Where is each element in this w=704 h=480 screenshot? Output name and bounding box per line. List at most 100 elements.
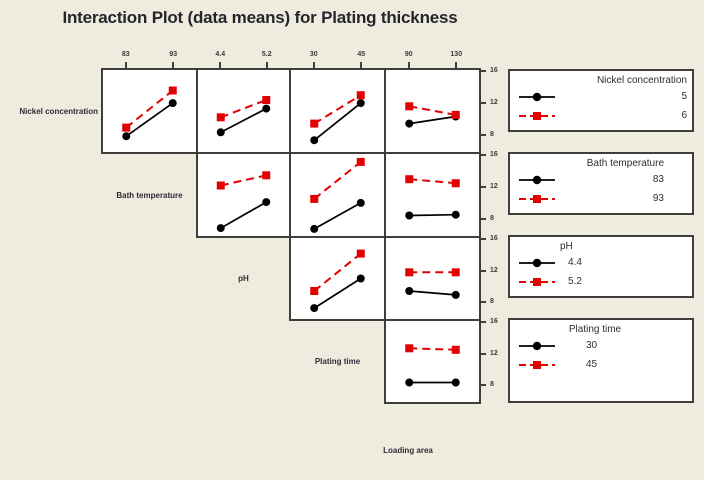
- panel-bath-temperature-x-ph: [196, 152, 291, 238]
- y-tick-label: 12: [490, 266, 498, 274]
- x-tick-label: 45: [357, 51, 366, 58]
- chart-title: Interaction Plot (data means) for Platin…: [62, 8, 458, 27]
- panel-nickel-concentration-x-loading-area: [384, 68, 481, 154]
- y-tick-mark: [480, 153, 486, 156]
- red-square-dashed-line-icon: [518, 190, 556, 208]
- black-circle-line-icon: [518, 337, 556, 355]
- panel-canvas: [405, 102, 460, 128]
- legend-ph: pH 4.4 5.2: [508, 235, 694, 298]
- legend-item: 6: [510, 106, 692, 125]
- x-tick-label: 5.2: [261, 51, 272, 58]
- panel-ph-x-plating-time: [289, 236, 386, 321]
- legend-item: 45: [510, 355, 692, 374]
- black-circle-line-icon: [518, 171, 556, 189]
- y-tick-mark: [480, 352, 486, 355]
- x-tick-mark: [455, 62, 458, 69]
- y-tick-mark: [480, 218, 486, 221]
- y-tick-label: 8: [490, 131, 494, 139]
- legend-level-label: 83: [652, 174, 664, 185]
- y-tick-mark: [480, 69, 486, 72]
- y-tick-mark: [480, 237, 486, 240]
- legend-plating-time: Plating time 30 45: [508, 318, 694, 403]
- y-tick-label: 16: [490, 234, 498, 242]
- legend-item: 30: [510, 336, 692, 355]
- legend-title: Plating time: [568, 324, 622, 335]
- panel-canvas: [310, 157, 365, 233]
- x-tick-label: 4.4: [215, 51, 226, 58]
- panel-ph-x-loading-area: [384, 236, 481, 321]
- legend-bath-temperature: Bath temperature 83 93: [508, 152, 694, 215]
- x-tick-mark: [124, 62, 127, 69]
- panel-nickel-concentration-x-bath-temperature: [101, 68, 198, 154]
- x-tick-label: 93: [169, 51, 178, 58]
- factor-label-bath-temperature: Bath temperature: [116, 190, 183, 200]
- panel-nickel-concentration-x-plating-time: [289, 68, 386, 154]
- x-tick-label: 130: [450, 51, 463, 58]
- legend-level-label: 93: [652, 193, 664, 204]
- x-tick-mark: [265, 62, 268, 69]
- y-tick-mark: [480, 185, 486, 188]
- red-square-dashed-line-icon: [518, 273, 556, 291]
- y-tick-label: 16: [490, 150, 498, 158]
- black-circle-line-icon: [518, 254, 556, 272]
- panel-canvas: [405, 344, 460, 387]
- panel-nickel-concentration-x-ph: [196, 68, 291, 154]
- panel-canvas: [216, 96, 271, 137]
- legend-nickel-concentration: Nickel concentration 5 6: [508, 69, 694, 132]
- x-tick-label: 90: [404, 51, 413, 58]
- legend-level-label: 5.2: [568, 276, 582, 287]
- black-circle-line-icon: [518, 88, 556, 106]
- panel-canvas: [122, 86, 177, 141]
- legend-level-label: 30: [586, 340, 598, 351]
- y-tick-mark: [480, 134, 486, 137]
- factor-label-loading-area: Loading area: [383, 445, 433, 455]
- x-tick-mark: [312, 62, 315, 69]
- y-tick-label: 16: [490, 317, 498, 325]
- legend-title: Nickel concentration: [596, 75, 687, 86]
- y-tick-label: 16: [490, 66, 498, 74]
- legend-level-label: 45: [586, 359, 598, 370]
- panel-bath-temperature-x-loading-area: [384, 152, 481, 238]
- y-tick-label: 8: [490, 215, 494, 223]
- legend-title: Bath temperature: [586, 158, 664, 169]
- panel-plating-time-x-loading-area: [384, 319, 481, 404]
- x-tick-mark: [219, 62, 222, 69]
- legend-item: 5: [510, 87, 692, 106]
- y-tick-mark: [480, 320, 486, 323]
- x-tick-label: 30: [309, 51, 318, 58]
- y-tick-label: 8: [490, 381, 494, 389]
- x-tick-mark: [172, 62, 175, 69]
- legend-title: pH: [560, 241, 573, 252]
- legend-level-label: 4.4: [568, 257, 582, 268]
- panel-canvas: [310, 91, 365, 145]
- legend-level-label: 6: [681, 110, 687, 121]
- panel-canvas: [216, 171, 271, 233]
- legend-item: 5.2: [510, 272, 692, 291]
- x-tick-label: 83: [121, 51, 130, 58]
- legend-item: 4.4: [510, 253, 692, 272]
- y-tick-label: 12: [490, 349, 498, 357]
- red-square-dashed-line-icon: [518, 107, 556, 125]
- factor-label-nickel-concentration: Nickel concentration: [19, 106, 98, 116]
- panel-canvas: [310, 249, 365, 313]
- y-tick-label: 12: [490, 182, 498, 190]
- legend-level-label: 5: [681, 91, 687, 102]
- y-tick-mark: [480, 101, 486, 104]
- y-tick-mark: [480, 301, 486, 304]
- panel-bath-temperature-x-plating-time: [289, 152, 386, 238]
- factor-label-plating-time: Plating time: [314, 357, 361, 366]
- legend-item: 93: [510, 189, 692, 208]
- x-tick-mark: [407, 62, 410, 69]
- x-tick-mark: [360, 62, 363, 69]
- panel-canvas: [405, 175, 460, 220]
- panel-canvas: [405, 268, 460, 299]
- factor-label-ph: pH: [238, 274, 249, 283]
- y-tick-mark: [480, 384, 486, 387]
- y-tick-mark: [480, 269, 486, 272]
- y-tick-label: 8: [490, 298, 494, 306]
- y-tick-label: 12: [490, 98, 498, 106]
- legend-item: 83: [510, 170, 692, 189]
- red-square-dashed-line-icon: [518, 356, 556, 374]
